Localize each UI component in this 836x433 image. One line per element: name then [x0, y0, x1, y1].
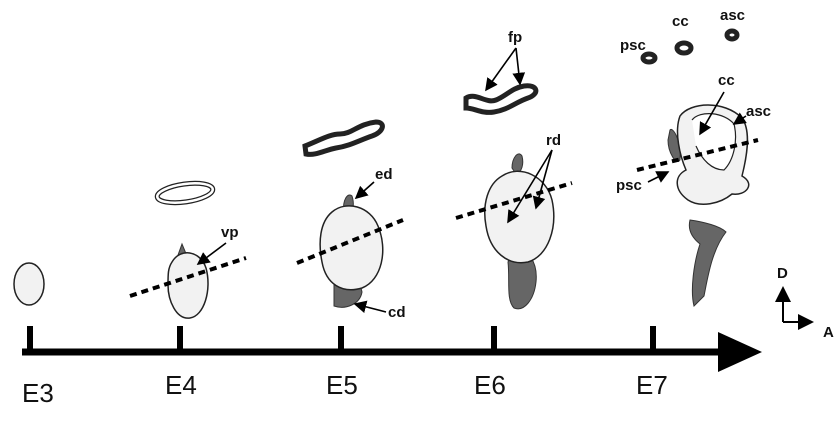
stage-label: E7 [636, 370, 668, 400]
stage-label: E5 [326, 370, 358, 400]
timeline [22, 326, 762, 372]
figure: E3 E4 E5 E6 E7 vp ed cd fp rd [0, 0, 836, 433]
stage-label: E3 [22, 378, 54, 408]
label: psc [616, 177, 642, 194]
label: psc [620, 37, 646, 54]
label: fp [508, 29, 522, 46]
axis-label: D [777, 265, 788, 282]
e4-ear [130, 180, 246, 318]
e7-ear [637, 31, 758, 306]
label: cd [388, 304, 406, 321]
e6-ear [456, 86, 572, 309]
stage-label: E6 [474, 370, 506, 400]
label: cc [672, 13, 689, 30]
label: ed [375, 166, 393, 183]
orientation-axes [783, 288, 812, 322]
otic-vesicle [14, 263, 44, 305]
label: asc [746, 103, 771, 120]
e5-ear [297, 122, 403, 307]
label: cc [718, 72, 735, 89]
label: rd [546, 132, 561, 149]
axis-label: A [823, 324, 834, 341]
label: asc [720, 7, 745, 24]
stage-label: E4 [165, 370, 197, 400]
label: vp [221, 224, 239, 241]
